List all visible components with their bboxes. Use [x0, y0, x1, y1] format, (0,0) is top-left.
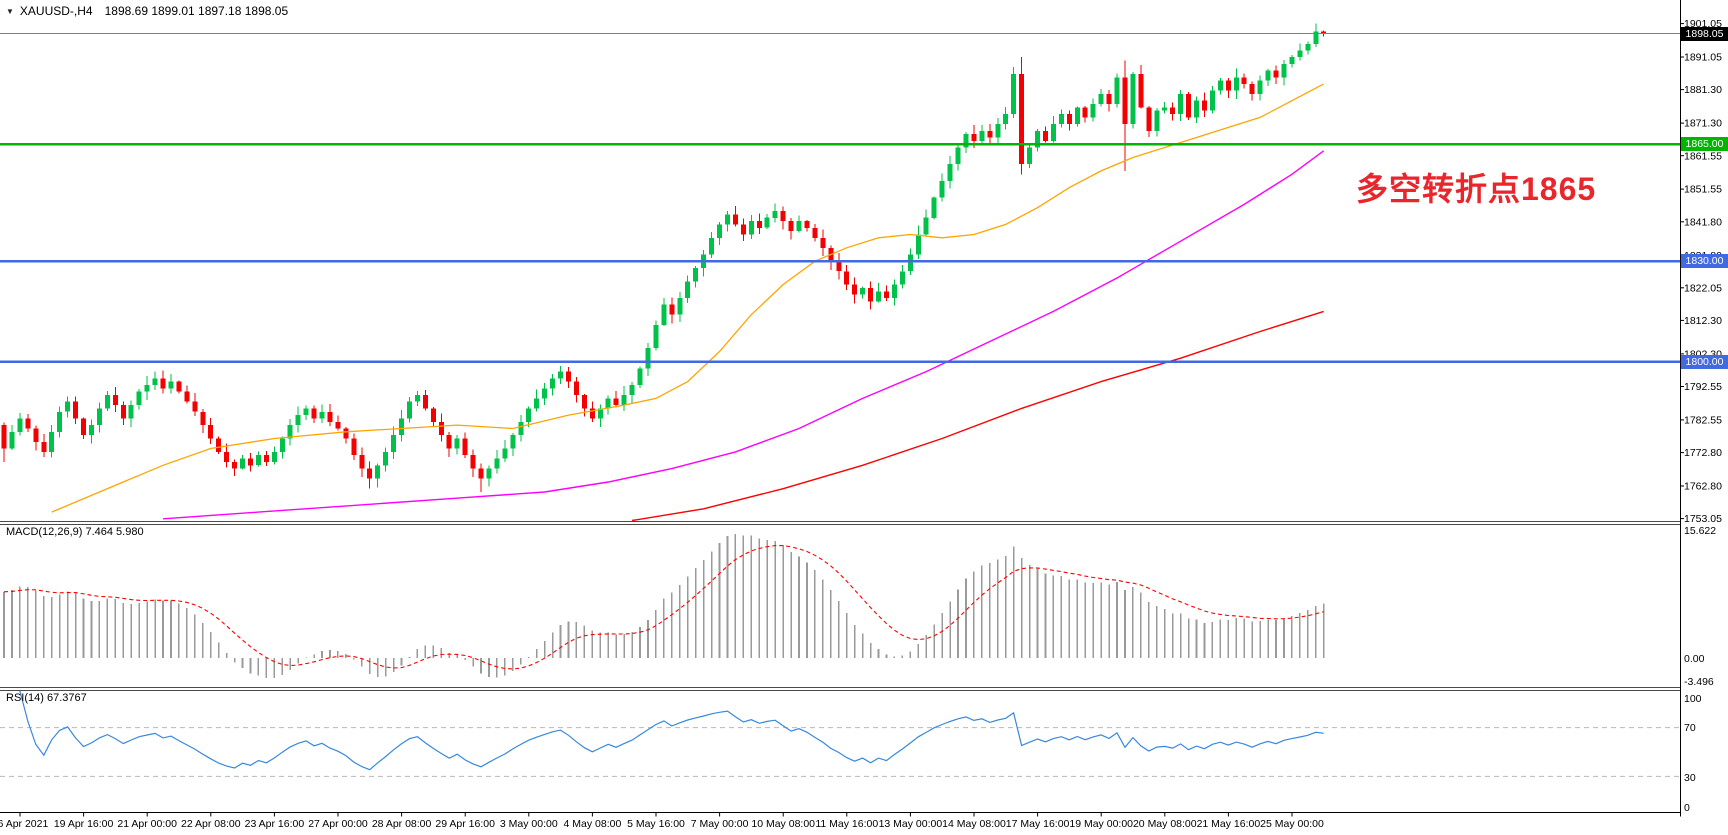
svg-text:70: 70: [1684, 722, 1696, 734]
ma-slow-line: [631, 310, 1324, 522]
time-tick-label: 19 Apr 16:00: [54, 818, 114, 830]
time-tick-label: 29 Apr 16:00: [435, 818, 495, 830]
svg-text:30: 30: [1684, 772, 1696, 784]
time-tick-label: 21 May 16:00: [1197, 818, 1261, 830]
price-tick-label: 1753.05: [1684, 513, 1722, 525]
current-price-badge: 1898.05: [1681, 27, 1728, 41]
hline-1865-badge: 1865.00: [1681, 137, 1728, 151]
price-tick-label: 1851.55: [1684, 184, 1722, 196]
time-tick-label: 10 May 08:00: [751, 818, 815, 830]
rsi-scale: 100 70 30 0: [1684, 693, 1702, 814]
price-tick-label: 1792.55: [1684, 381, 1722, 393]
rsi-indicator-label: RSI(14) 67.3767: [6, 692, 87, 704]
time-tick-label: 16 Apr 2021: [0, 818, 48, 830]
price-tick-label: 1782.55: [1684, 415, 1722, 427]
time-tick-label: 25 May 00:00: [1260, 818, 1324, 830]
time-tick-label: 4 May 08:00: [564, 818, 622, 830]
price-tick-label: 1772.80: [1684, 447, 1722, 459]
time-tick-label: 7 May 00:00: [691, 818, 749, 830]
macd-indicator-label: MACD(12,26,9) 7.464 5.980: [6, 526, 144, 538]
macd-histogram: [3, 533, 1325, 679]
time-tick-label: 17 May 16:00: [1006, 818, 1070, 830]
hline-1800-badge: 1800.00: [1681, 355, 1728, 369]
ma-mid-line: [162, 150, 1325, 520]
symbol-timeframe-label: XAUUSD-,H4: [19, 4, 93, 18]
time-tick-label: 20 May 08:00: [1133, 818, 1197, 830]
time-tick-label: 21 Apr 00:00: [117, 818, 177, 830]
svg-text:15.622: 15.622: [1684, 525, 1716, 537]
time-tick-label: 22 Apr 08:00: [181, 818, 241, 830]
time-tick-label: 14 May 08:00: [942, 818, 1006, 830]
hline-1830-badge: 1830.00: [1681, 254, 1728, 268]
macd-scale: 15.622 0.00 -3.496: [1684, 525, 1716, 688]
text-annotation[interactable]: 多空转折点1865: [1356, 171, 1597, 207]
time-tick-label: 23 Apr 16:00: [245, 818, 305, 830]
chart-title[interactable]: ▼ XAUUSD-,H4 1898.69 1899.01 1897.18 189…: [6, 4, 288, 18]
price-tick-label: 1812.30: [1684, 315, 1722, 327]
time-tick-label: 3 May 00:00: [500, 818, 558, 830]
price-tick-label: 1881.30: [1684, 84, 1722, 96]
axis-frame: [0, 0, 1681, 817]
time-tick-label: 27 Apr 00:00: [308, 818, 368, 830]
macd-signal-line: [3, 545, 1324, 670]
svg-text:0.00: 0.00: [1684, 653, 1705, 665]
time-tick-label: 28 Apr 08:00: [372, 818, 432, 830]
svg-text:-3.496: -3.496: [1684, 676, 1714, 688]
price-tick-label: 1861.55: [1684, 150, 1722, 162]
rsi-line: [19, 690, 1324, 771]
svg-text:0: 0: [1684, 802, 1690, 814]
symbol-dropdown-icon[interactable]: ▼: [6, 6, 14, 16]
svg-text:100: 100: [1684, 693, 1702, 705]
horizontal-lines: [0, 33, 1680, 363]
price-tick-label: 1762.80: [1684, 481, 1722, 493]
time-tick-label: 5 May 16:00: [627, 818, 685, 830]
price-tick-label: 1822.05: [1684, 282, 1722, 294]
price-tick-label: 1891.05: [1684, 52, 1722, 64]
candles: [1, 23, 1327, 492]
time-tick-label: 19 May 00:00: [1069, 818, 1133, 830]
time-tick-label: 13 May 00:00: [879, 818, 943, 830]
price-tick-label: 1841.80: [1684, 216, 1722, 228]
time-tick-label: 11 May 16:00: [815, 818, 878, 830]
ohlc-quote-label: 1898.69 1899.01 1897.18 1898.05: [104, 4, 289, 18]
price-tick-label: 1871.30: [1684, 118, 1722, 130]
price-axis: 1901.051891.051881.301871.301861.551851.…: [1680, 18, 1722, 525]
